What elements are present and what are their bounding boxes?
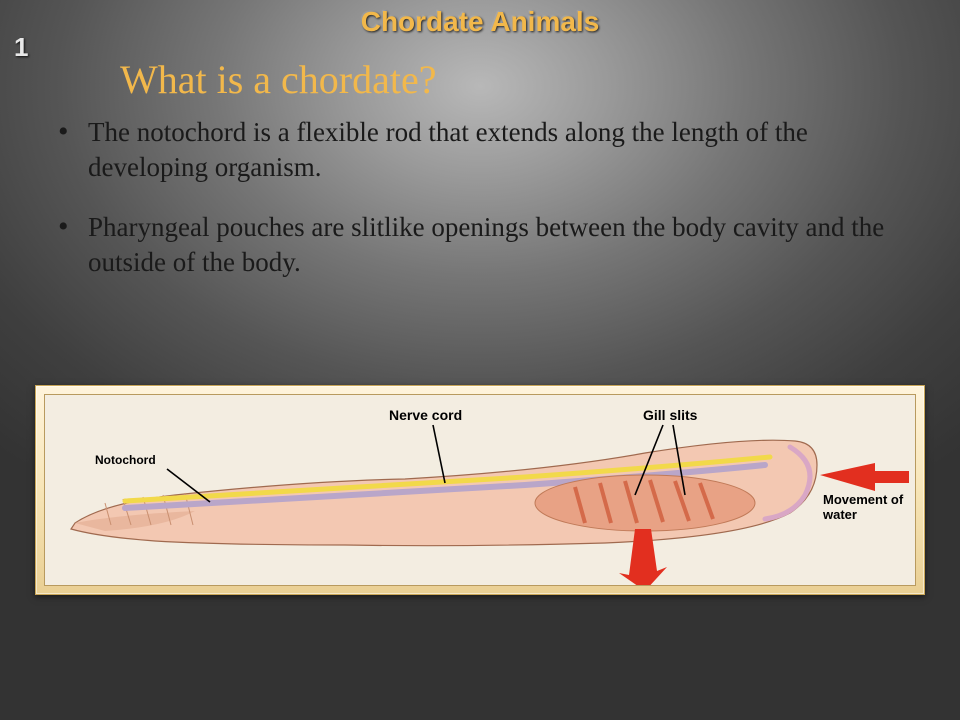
label-water-movement: Movement of water — [823, 493, 905, 523]
header-title: Chordate Animals — [361, 6, 600, 37]
bullet-item: Pharyngeal pouches are slitlike openings… — [52, 210, 920, 279]
gill-region — [535, 475, 755, 531]
label-gill-slits: Gill slits — [643, 407, 697, 423]
label-nerve-cord: Nerve cord — [389, 407, 462, 423]
diagram-svg — [45, 395, 915, 586]
water-arrow-in — [820, 463, 909, 491]
chordate-diagram: Notochord Nerve cord Gill slits Movement… — [44, 394, 916, 586]
slide-header: Chordate Animals — [0, 0, 960, 38]
slide-question: What is a chordate? — [120, 56, 960, 103]
bullet-list: The notochord is a flexible rod that ext… — [52, 115, 920, 279]
label-notochord: Notochord — [95, 453, 156, 467]
figure-frame: Notochord Nerve cord Gill slits Movement… — [35, 385, 925, 595]
leader-nerve — [433, 425, 445, 483]
bullet-item: The notochord is a flexible rod that ext… — [52, 115, 920, 184]
page-number: 1 — [14, 32, 28, 63]
